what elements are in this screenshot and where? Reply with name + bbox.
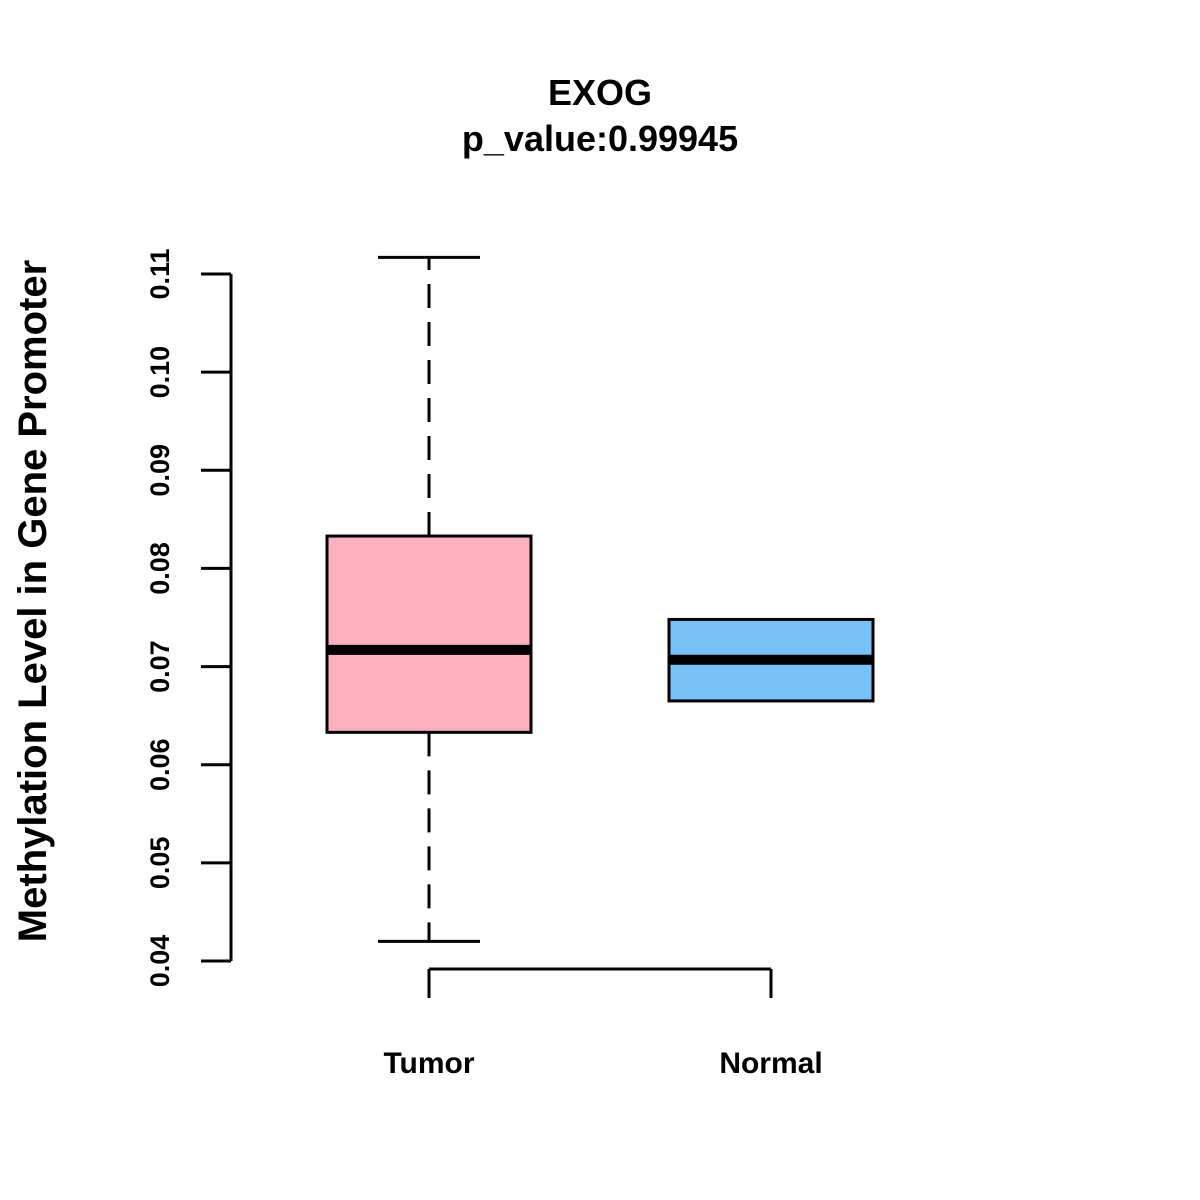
y-tick-label: 0.05 bbox=[145, 837, 175, 890]
x-axis: Tumor Normal bbox=[383, 967, 823, 1080]
y-tick-label: 0.10 bbox=[145, 346, 175, 399]
box-iqr bbox=[325, 534, 533, 734]
chart-title: EXOG bbox=[548, 72, 652, 113]
x-tick-label: Normal bbox=[719, 1047, 822, 1080]
y-axis: 0.04 0.05 0.06 0.07 0.08 0.09 0.10 0.11 bbox=[145, 248, 233, 988]
boxes-layer bbox=[325, 255, 875, 943]
box-tumor bbox=[325, 255, 533, 943]
y-tick-label: 0.09 bbox=[145, 444, 175, 497]
y-tick-label: 0.06 bbox=[145, 738, 175, 791]
y-tick-label: 0.07 bbox=[145, 640, 175, 693]
x-tick-label: Tumor bbox=[383, 1047, 474, 1080]
y-tick-label: 0.11 bbox=[145, 248, 175, 299]
chart-subtitle: p_value:0.99945 bbox=[462, 118, 738, 159]
y-tick-label: 0.08 bbox=[145, 542, 175, 595]
y-axis-label: Methylation Level in Gene Promoter bbox=[11, 260, 55, 942]
box-normal bbox=[667, 617, 875, 703]
y-tick-label: 0.04 bbox=[145, 935, 175, 988]
